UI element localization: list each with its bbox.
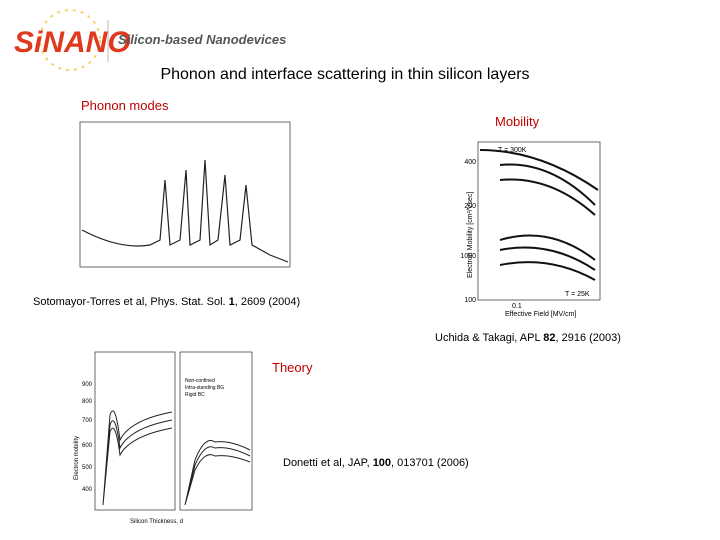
citation-volume: 100	[372, 457, 392, 469]
legend-entry: Non-confined	[185, 378, 215, 384]
x-tick-label: 0.1	[512, 303, 522, 310]
y-tick-label: 1000	[460, 253, 476, 260]
y-tick-label: 600	[82, 443, 93, 449]
theory-figure: 900 800 700 600 500 400 Non-confined Int…	[74, 351, 253, 525]
mobility-figure: T = 300K T = 25K 400 200 1000 100 0.1 Ef…	[460, 141, 601, 318]
note: T = 25K	[565, 291, 590, 298]
citation-text: Sotomayor-Torres et al, Phys. Stat. Sol.	[33, 296, 229, 308]
citation-text: , 2609 (2004)	[234, 296, 301, 308]
section-label: Mobility	[495, 114, 540, 129]
logo: SiNANO Silicon-based Nanodevices	[14, 9, 286, 71]
citation-text: , 2916 (2003)	[555, 332, 621, 344]
citation: Sotomayor-Torres et al, Phys. Stat. Sol.…	[33, 296, 300, 308]
y-tick-label: 700	[82, 418, 93, 424]
y-tick-label: 500	[82, 465, 93, 471]
x-label: Effective Field [MV/cm]	[505, 311, 577, 318]
y-tick-label: 400	[464, 159, 476, 166]
y-tick-label: 900	[82, 382, 93, 388]
legend-entry: Rigid BC	[185, 392, 205, 398]
raman-figure	[79, 121, 291, 268]
citation-text: , 013701 (2006)	[391, 457, 469, 469]
note: T = 300K	[498, 147, 527, 154]
y-tick-label: 100	[464, 297, 476, 304]
section-label: Phonon modes	[81, 98, 169, 113]
legend-entry: Intra-standing BG	[185, 385, 224, 391]
y-tick-label: 200	[464, 203, 476, 210]
y-tick-label: 400	[82, 487, 93, 493]
citation: Donetti et al, JAP, 100, 013701 (2006)	[283, 457, 469, 469]
citation-volume: 82	[543, 332, 556, 344]
slide-title: Phonon and interface scattering in thin …	[160, 66, 530, 83]
logo-text: SiNANO	[14, 26, 131, 59]
x-label: Silicon Thickness, d	[130, 519, 183, 525]
y-label: Electron Mobility [cm²/Vsec]	[467, 192, 474, 278]
citation-text: Uchida & Takagi, APL	[435, 332, 544, 344]
logo-subtitle: Silicon-based Nanodevices	[118, 32, 286, 47]
y-label: Electron mobility	[74, 436, 80, 480]
citation: Uchida & Takagi, APL 82, 2916 (2003)	[435, 332, 621, 344]
citation-text: Donetti et al, JAP,	[283, 457, 373, 469]
citation-volume: 1	[228, 296, 235, 308]
section-label: Theory	[272, 360, 313, 375]
y-tick-label: 800	[82, 399, 93, 405]
